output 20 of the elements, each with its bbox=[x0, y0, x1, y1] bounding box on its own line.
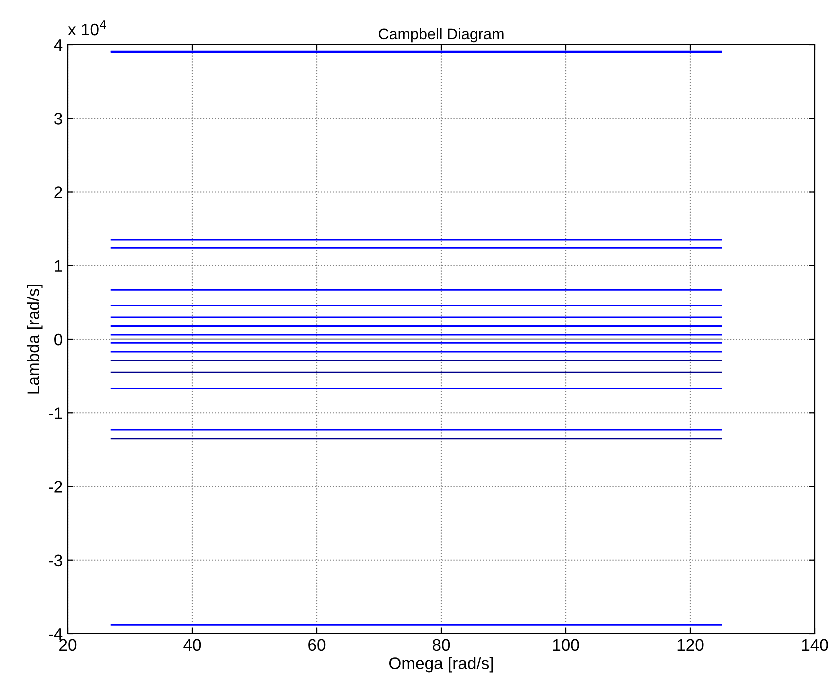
y-tick-label: 3 bbox=[54, 113, 62, 125]
x-axis-title: Omega [rad/s] bbox=[389, 657, 494, 673]
x-tick-label: 120 bbox=[678, 639, 704, 652]
x-tick-label: 20 bbox=[60, 639, 77, 652]
y-axis-title: Lambda [rad/s] bbox=[27, 285, 43, 394]
x-tick-label: 40 bbox=[184, 639, 202, 652]
y-tick-label: -2 bbox=[49, 481, 62, 493]
y-tick-label: 0 bbox=[54, 334, 62, 346]
y-tick-label: 4 bbox=[54, 40, 63, 52]
y-tick-label: 2 bbox=[54, 186, 62, 198]
x-tick-label: 140 bbox=[802, 639, 828, 652]
y-tick-label: -1 bbox=[49, 408, 62, 420]
chart-title: Campbell Diagram bbox=[379, 28, 504, 43]
x-tick-label: 100 bbox=[553, 639, 580, 652]
x-tick-label: 80 bbox=[432, 639, 450, 652]
y-tick-label: 1 bbox=[55, 260, 62, 272]
text: x 10$^{4}$ bbox=[68, 20, 106, 36]
y-tick-label: -3 bbox=[49, 554, 62, 567]
y-tick-label: -4 bbox=[49, 628, 63, 640]
x-tick-label: 60 bbox=[308, 639, 326, 652]
